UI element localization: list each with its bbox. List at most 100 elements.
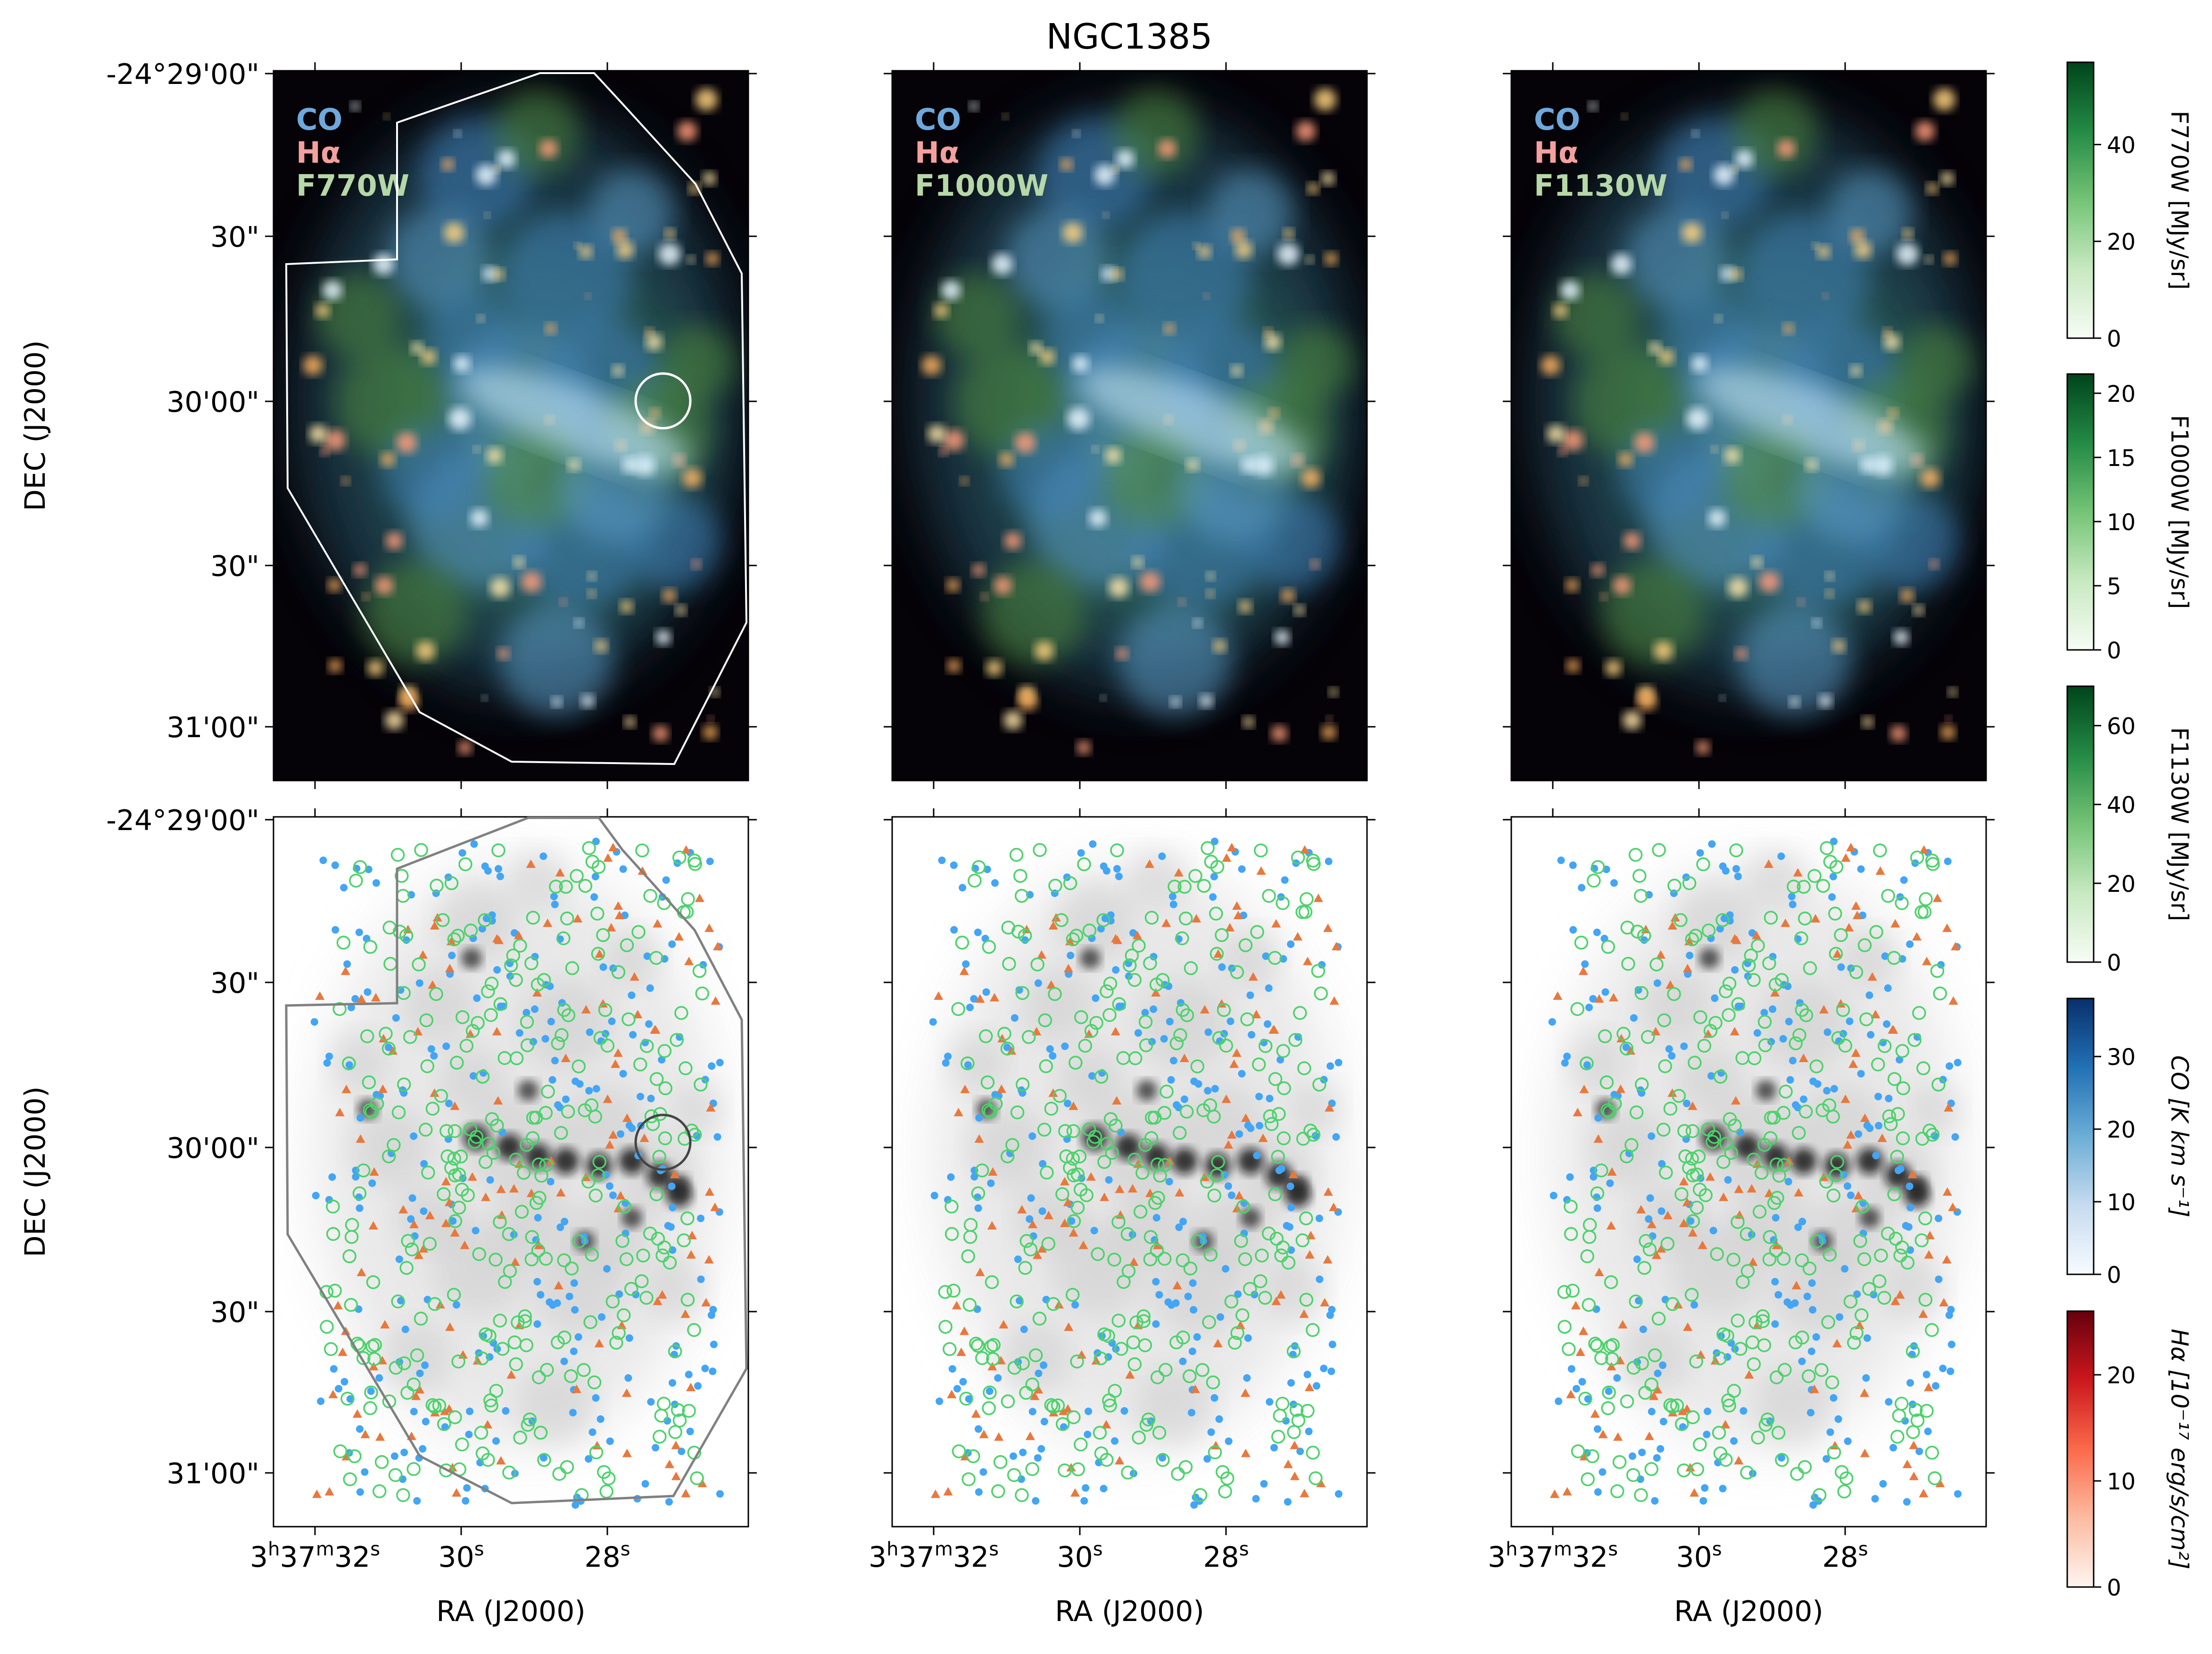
dense-clump (1699, 948, 1720, 969)
mir-source-marker (1764, 1111, 1778, 1125)
mir-source-marker (364, 1385, 378, 1400)
mir-source-marker (540, 1363, 554, 1377)
mir-source-marker (1072, 1149, 1087, 1164)
mir-source-marker (692, 964, 707, 978)
mir-source-marker (451, 929, 465, 943)
star-forming-knot (1060, 158, 1073, 171)
co-source-marker (1722, 867, 1730, 875)
co-source-marker (319, 856, 327, 864)
mir-source-marker (439, 1124, 454, 1138)
mir-source-marker (971, 860, 986, 874)
mir-source-marker (328, 1283, 342, 1298)
mir-source-marker (1177, 880, 1192, 894)
star-forming-knot (1653, 641, 1673, 661)
star-forming-knot (560, 598, 567, 606)
mir-source-marker (1931, 1077, 1946, 1092)
mir-source-marker (367, 1352, 381, 1366)
mir-source-marker (451, 1355, 465, 1369)
halpha-source-marker (1100, 1192, 1110, 1201)
mir-source-marker (1914, 1233, 1929, 1247)
co-source-marker (331, 926, 340, 934)
mir-source-marker (482, 1329, 497, 1343)
mir-source-marker (1228, 1336, 1242, 1350)
halpha-source-marker (595, 949, 605, 958)
halpha-source-marker (467, 1172, 477, 1181)
halpha-source-marker (1566, 1389, 1576, 1398)
highlight-circle (634, 1114, 692, 1171)
co-source-marker (1303, 1371, 1311, 1379)
co-source-marker (706, 857, 714, 865)
mir-source-marker (1132, 1430, 1146, 1445)
co-source-marker (462, 1497, 470, 1505)
halpha-source-marker (1618, 1320, 1628, 1329)
co-source-marker (1561, 1059, 1569, 1067)
mir-source-marker (1200, 1174, 1214, 1189)
co-source-marker (551, 900, 559, 908)
star-forming-knot (421, 349, 437, 365)
halpha-source-marker (1144, 859, 1154, 868)
co-source-marker (397, 986, 405, 994)
halpha-source-marker (1063, 1197, 1073, 1206)
mir-source-marker (343, 1472, 357, 1487)
star-forming-knot (1658, 349, 1674, 365)
co-source-marker (1316, 1275, 1324, 1283)
mir-source-marker (1150, 1370, 1165, 1385)
halpha-source-marker (1851, 901, 1861, 910)
mir-source-marker (1224, 1294, 1239, 1309)
mir-source-marker (1604, 1275, 1618, 1289)
co-source-marker (1954, 1490, 1962, 1498)
mir-source-marker (455, 1182, 469, 1197)
mir-source-marker (1762, 956, 1776, 971)
mir-source-marker (1212, 1031, 1226, 1045)
co-source-marker (1734, 1002, 1742, 1010)
co-source-marker (1158, 852, 1166, 860)
co-source-marker (716, 1059, 724, 1067)
mir-source-marker (1639, 1234, 1653, 1248)
mir-source-marker (1859, 1012, 1873, 1026)
co-source-marker (1034, 979, 1042, 987)
halpha-source-marker (606, 923, 616, 931)
star-forming-knot (981, 593, 988, 600)
mir-source-marker (1286, 1344, 1301, 1359)
co-source-marker (317, 1397, 325, 1405)
mir-source-marker (1210, 947, 1224, 961)
star-forming-knot (415, 641, 436, 661)
grayscale-image (892, 817, 1367, 1527)
star-forming-knot (1029, 342, 1042, 355)
co-source-marker (427, 1045, 435, 1053)
mir-source-marker (1123, 958, 1137, 972)
co-source-marker (1947, 1367, 1955, 1375)
mir-source-marker (1243, 1282, 1257, 1296)
dec-tick-label: 31'00" (166, 1457, 259, 1490)
star-forming-knot (324, 430, 346, 451)
halpha-source-marker (1316, 1479, 1326, 1488)
mir-source-marker (342, 1249, 356, 1263)
mir-source-marker (1014, 889, 1029, 903)
mir-source-marker (1023, 1242, 1038, 1256)
halpha-source-marker (1923, 1382, 1933, 1391)
mir-source-marker (969, 1337, 983, 1351)
mir-source-marker (465, 1024, 480, 1038)
halpha-source-marker (1151, 988, 1161, 997)
star-forming-knot (1600, 593, 1607, 600)
halpha-source-marker (450, 1101, 460, 1110)
co-source-marker (624, 1374, 632, 1382)
halpha-source-marker (1679, 1177, 1689, 1186)
halpha-source-marker (1256, 866, 1266, 875)
star-forming-knot (1850, 229, 1864, 243)
dense-clump (1756, 1080, 1776, 1101)
co-source-marker (708, 1062, 716, 1070)
star-forming-knot (1281, 589, 1295, 603)
y-axis-label: DEC (J2000) (19, 1086, 52, 1257)
co-source-marker (1014, 1255, 1022, 1263)
mir-source-marker (1789, 1036, 1803, 1051)
co-source-marker (572, 1501, 580, 1509)
emission-region (589, 170, 674, 255)
co-source-marker (944, 1196, 952, 1204)
mir-source-marker (414, 843, 428, 857)
mir-source-marker (1760, 1412, 1775, 1427)
mir-source-marker (365, 1105, 379, 1119)
mir-source-marker (674, 1006, 688, 1020)
mir-source-marker (583, 1315, 597, 1330)
co-source-marker (1193, 1333, 1201, 1341)
